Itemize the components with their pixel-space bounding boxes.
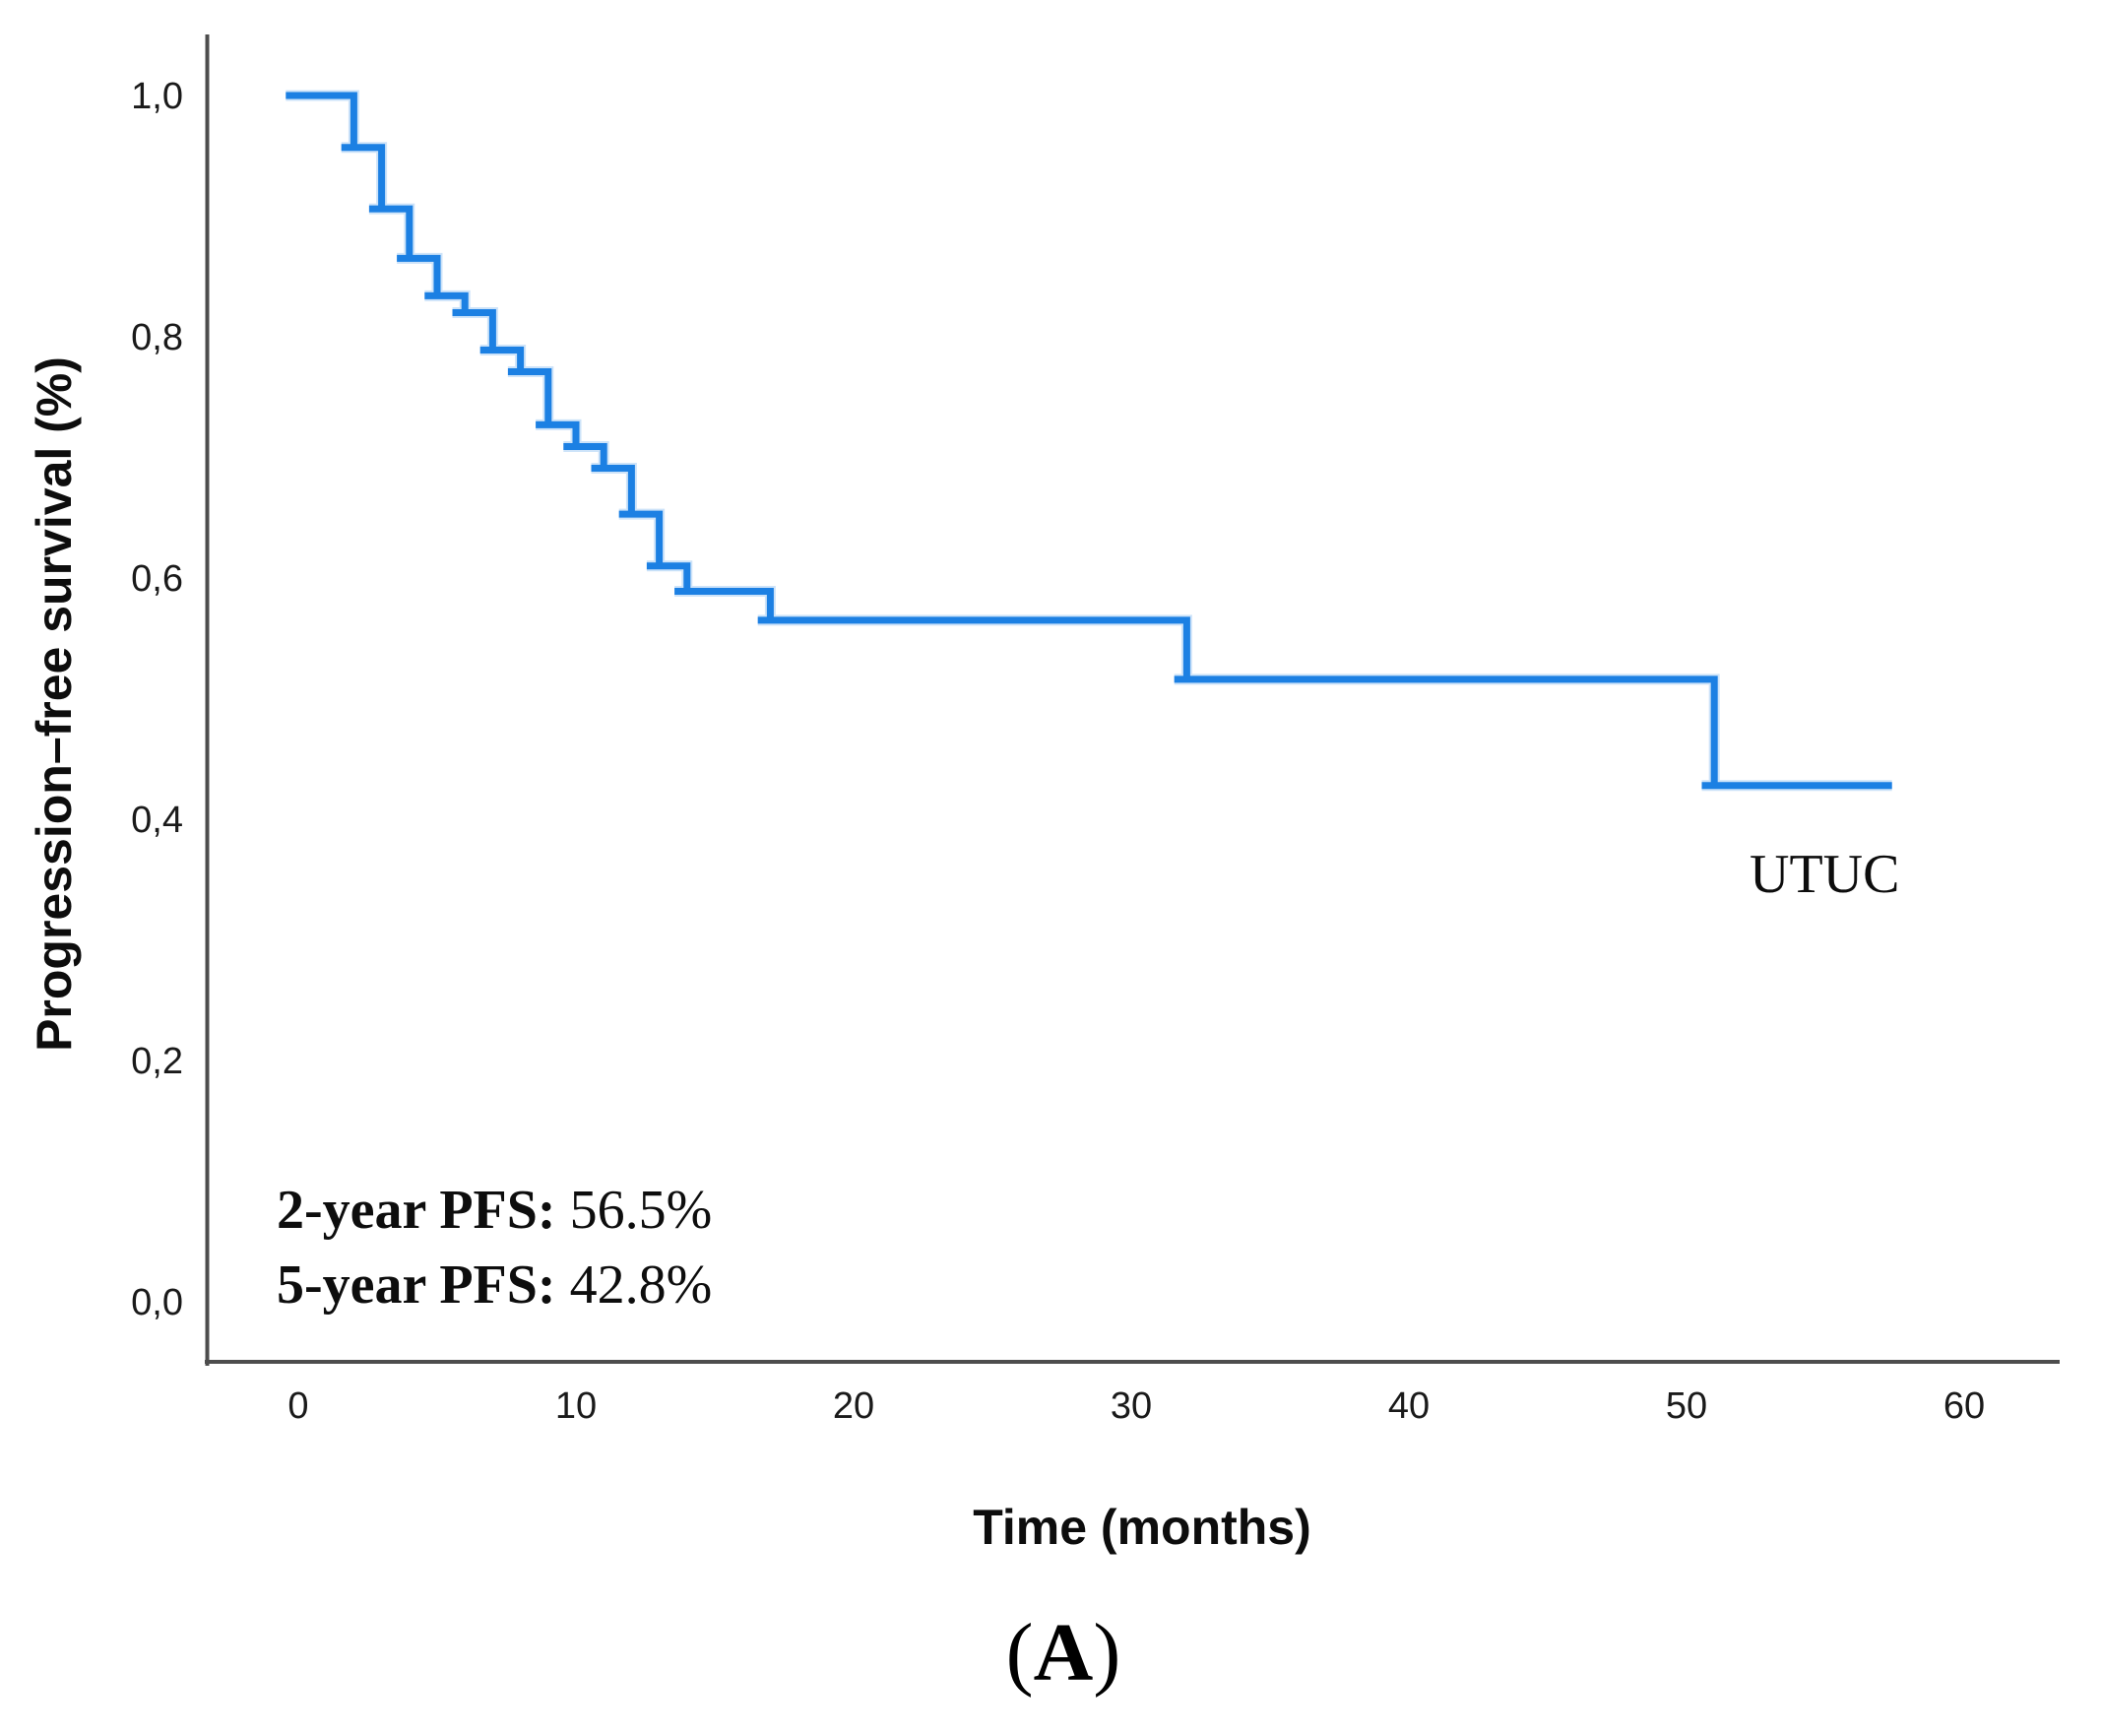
km-curve bbox=[286, 92, 1892, 790]
x-axis-title: Time (months) bbox=[973, 1500, 1311, 1555]
annotation-5yr-pfs-value: 42.8% bbox=[556, 1254, 713, 1316]
figure-caption-letter: A bbox=[1034, 1607, 1094, 1699]
y-tick-label: 0,0 bbox=[131, 1282, 183, 1323]
y-tick-label: 0,6 bbox=[131, 558, 183, 600]
x-axis-tick-labels: 0 10 20 30 40 50 60 bbox=[287, 1385, 1985, 1427]
x-tick-label: 40 bbox=[1388, 1385, 1430, 1427]
y-tick-label: 1,0 bbox=[131, 76, 183, 117]
y-tick-label: 0,4 bbox=[131, 800, 183, 841]
y-tick-label: 0,2 bbox=[131, 1041, 183, 1082]
series-label-utuc: UTUC bbox=[1750, 844, 1899, 905]
x-tick-label: 60 bbox=[1943, 1385, 1985, 1427]
x-tick-label: 50 bbox=[1666, 1385, 1707, 1427]
figure-caption-open: ( bbox=[1006, 1607, 1034, 1699]
y-axis-tick-labels: 0,0 0,2 0,4 0,6 0,8 1,0 bbox=[131, 76, 183, 1323]
figure-caption: (A) bbox=[1006, 1607, 1121, 1699]
annotation-5yr-pfs-label: 5-year PFS: bbox=[277, 1254, 556, 1316]
x-tick-label: 0 bbox=[287, 1385, 308, 1427]
y-axis-title: Progression–free survival (%) bbox=[27, 356, 82, 1052]
x-tick-label: 20 bbox=[833, 1385, 874, 1427]
figure-caption-close: ) bbox=[1093, 1607, 1120, 1699]
y-tick-label: 0,8 bbox=[131, 317, 183, 358]
annotation-2yr-pfs: 2-year PFS: 56.5% bbox=[277, 1180, 712, 1241]
x-tick-label: 30 bbox=[1111, 1385, 1152, 1427]
annotation-2yr-pfs-label: 2-year PFS: bbox=[277, 1180, 556, 1241]
x-tick-label: 10 bbox=[555, 1385, 597, 1427]
annotation-5yr-pfs: 5-year PFS: 42.8% bbox=[277, 1254, 712, 1316]
annotation-2yr-pfs-value: 56.5% bbox=[556, 1180, 713, 1241]
